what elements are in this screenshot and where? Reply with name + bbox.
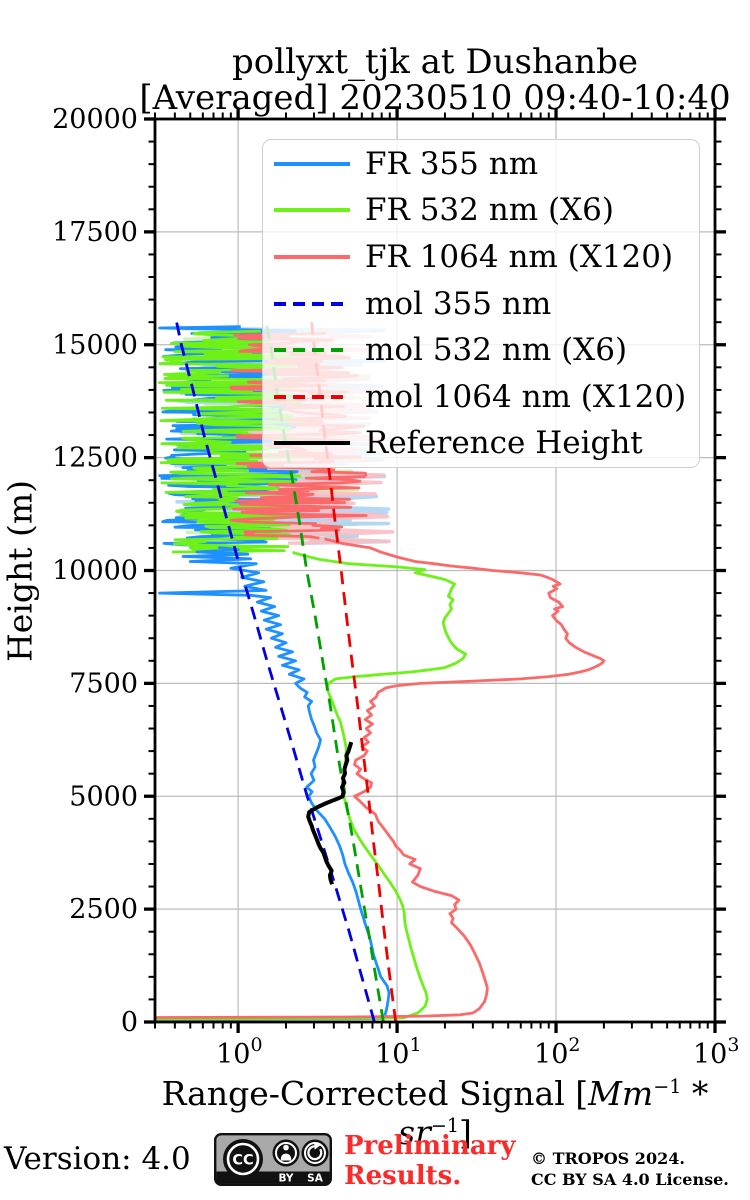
x-axis-star: * — [681, 1074, 709, 1113]
x-tick-label: 102 — [534, 1034, 580, 1070]
legend-line-sample — [274, 161, 350, 166]
legend-item-label: mol 355 nm — [365, 285, 552, 322]
legend-item-label: mol 1064 nm (X120) — [365, 378, 687, 415]
y-tick-label: 0 — [121, 1007, 138, 1038]
preliminary-results-label: Preliminary Results. — [344, 1131, 516, 1191]
y-tick-label: 17500 — [52, 217, 138, 248]
x-axis-exp-2: −1 — [430, 1114, 460, 1137]
legend-item: FR 532 nm (X6) — [263, 187, 699, 233]
x-tick-labels: 100 101 102 103 — [216, 1034, 739, 1070]
version-label: Version: 4.0 — [4, 1141, 191, 1177]
series-path-fr1064 — [155, 537, 606, 1019]
legend-item-label: FR 355 nm — [365, 145, 539, 182]
y-tick-label: 12500 — [52, 443, 138, 474]
legend-item: Reference Height — [263, 420, 699, 466]
legend-dashed-line-sample — [274, 394, 350, 399]
x-axis-unit-sr: sr — [398, 1113, 431, 1152]
legend-line-sample — [274, 254, 350, 259]
x-axis-label: Range-Corrected Signal [Mm−1 * sr−1] — [125, 1074, 745, 1152]
y-axis-label: Height (m) — [0, 479, 40, 663]
preliminary-line2: Results. — [344, 1161, 462, 1191]
fr532-noise — [158, 329, 304, 554]
cc-by-person-icon — [272, 1139, 300, 1167]
legend-item: FR 355 nm — [263, 141, 699, 187]
y-tick-label: 10000 — [52, 556, 138, 587]
cc-sa-text: SA — [307, 1173, 324, 1185]
footer: Version: 4.0 CC BY SA — [0, 1125, 750, 1200]
y-tick-label: 5000 — [69, 781, 138, 812]
series-path-reference — [306, 741, 354, 885]
cc-license-badge: CC BY SA — [214, 1133, 332, 1186]
x-axis-unit-mm: Mm — [588, 1074, 654, 1113]
legend-item: mol 1064 nm (X120) — [263, 374, 699, 420]
y-tick-label: 7500 — [69, 668, 138, 699]
copyright-line1: © TROPOS 2024. — [531, 1149, 685, 1168]
series-path-fr355 — [155, 546, 391, 1021]
legend-item-label: mol 532 nm (X6) — [365, 332, 628, 369]
legend-dashed-line-sample — [274, 301, 350, 306]
preliminary-line1: Preliminary — [344, 1131, 516, 1161]
cc-logo-icon: CC — [223, 1139, 263, 1179]
page-subtitle: [Averaged] 20230510 09:40-10:40 — [139, 78, 731, 118]
x-axis-label-close: ] — [459, 1113, 472, 1152]
x-tick-label: 101 — [375, 1034, 421, 1070]
legend-line-sample — [274, 441, 350, 446]
y-tick-label: 15000 — [52, 330, 138, 361]
y-tick-label: 2500 — [69, 894, 138, 925]
legend-box: FR 355 nm FR 532 nm (X6) FR 1064 nm (X120)… — [262, 139, 700, 468]
series-path-fr532 — [155, 551, 467, 1021]
copyright-line2: CC BY SA 4.0 License. — [531, 1170, 729, 1189]
series-path-mol1064 — [310, 322, 398, 1022]
legend-item: FR 1064 nm (X120) — [263, 234, 699, 280]
legend-item-label: FR 532 nm (X6) — [365, 192, 614, 229]
x-tick-label: 100 — [216, 1034, 262, 1070]
y-tick-labels: 0 2500 5000 7500 10000 12500 15000 17500 20000 — [52, 104, 138, 1038]
legend-line-sample — [274, 208, 350, 213]
x-tick-label: 103 — [693, 1034, 739, 1070]
copyright-label: © TROPOS 2024. CC BY SA 4.0 License. — [531, 1148, 729, 1190]
legend-item: mol 532 nm (X6) — [263, 327, 699, 373]
x-axis-exp-1: −1 — [653, 1075, 682, 1098]
svg-text:CC: CC — [232, 1153, 253, 1169]
cc-by-text: BY — [278, 1173, 293, 1185]
y-tick-label: 20000 — [52, 104, 138, 135]
legend-dashed-line-sample — [274, 348, 350, 353]
legend-item-label: Reference Height — [365, 425, 643, 462]
axis-ticks — [144, 108, 726, 1033]
legend-item: mol 355 nm — [263, 281, 699, 327]
cc-sa-arrow-icon — [301, 1139, 329, 1167]
legend-item-label: FR 1064 nm (X120) — [365, 238, 674, 275]
page-title: pollyxt_tjk at Dushanbe — [232, 42, 638, 82]
x-axis-label-prefix: Range-Corrected Signal [ — [161, 1074, 589, 1113]
